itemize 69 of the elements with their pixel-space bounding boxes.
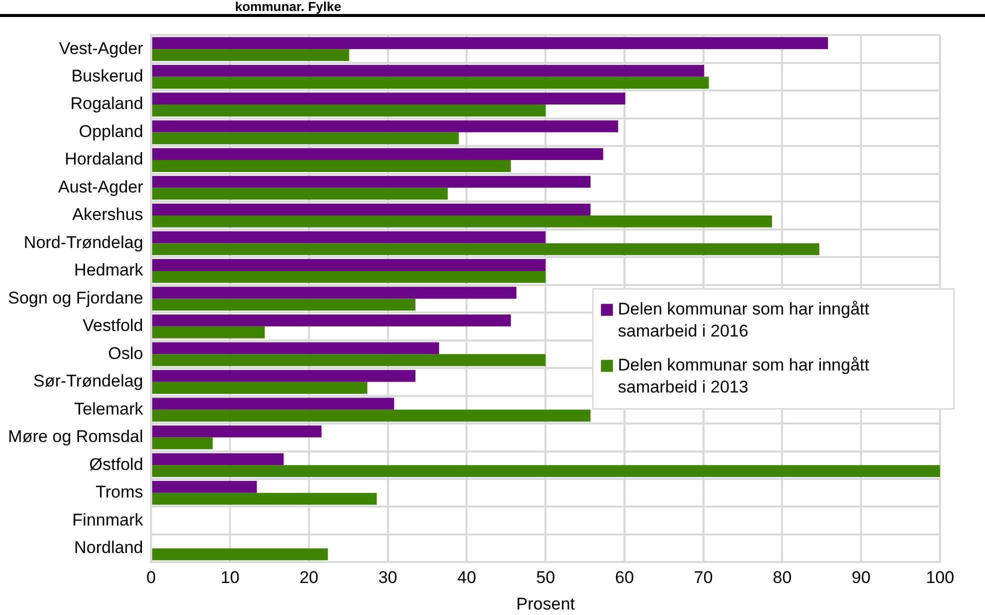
y-tick-label: Vestfold — [82, 316, 144, 336]
x-axis-title: Prosent — [516, 594, 576, 614]
y-tick-label: Vest-Agder — [59, 38, 144, 58]
bar — [152, 176, 591, 188]
y-tick-label: Nordland — [74, 538, 144, 558]
bar — [152, 425, 322, 438]
bar — [152, 492, 377, 505]
y-tick-label: Troms — [96, 482, 144, 502]
y-tick-label: Sogn og Fjordane — [8, 288, 144, 308]
bar — [152, 437, 213, 450]
bar — [152, 398, 394, 410]
bar — [152, 370, 416, 382]
bar — [152, 132, 459, 144]
bar — [152, 92, 626, 105]
y-tick-label: Aust-Agder — [58, 177, 144, 196]
y-tick-label: Sør-Trøndelag — [33, 372, 144, 391]
x-tick-label: 80 — [772, 568, 792, 588]
y-tick-label: Oppland — [78, 122, 144, 141]
bar — [152, 480, 257, 493]
bar — [152, 215, 772, 228]
bar — [152, 286, 516, 299]
x-tick-label: 0 — [146, 568, 156, 588]
bar — [152, 120, 618, 132]
bar — [152, 548, 328, 560]
bar — [152, 314, 511, 326]
bar — [152, 465, 940, 478]
x-tick-label: 70 — [694, 568, 713, 588]
bar — [152, 243, 820, 256]
bar — [152, 188, 448, 200]
bar — [152, 204, 591, 216]
bar — [152, 259, 546, 271]
y-tick-label: Finnmark — [72, 510, 144, 530]
x-tick-label: 90 — [852, 568, 871, 588]
bar — [152, 37, 828, 50]
bar — [152, 326, 265, 338]
x-tick-label: 40 — [457, 568, 476, 588]
x-tick-label: 20 — [299, 568, 318, 588]
y-tick-label: Hedmark — [74, 260, 144, 280]
chart-title: kommunar. Fylke — [0, 0, 985, 17]
x-tick-label: 10 — [220, 568, 240, 588]
y-tick-label: Oslo — [108, 344, 144, 363]
bar — [152, 342, 440, 354]
bar — [152, 382, 368, 394]
bar — [152, 49, 350, 61]
x-tick-label: 100 — [926, 568, 954, 588]
y-tick-label: Buskerud — [71, 66, 144, 86]
bar — [152, 453, 284, 466]
bar — [152, 76, 709, 89]
bar — [152, 160, 511, 172]
x-tick-label: 30 — [378, 568, 398, 588]
y-tick-label: Nord-Trøndelag — [24, 232, 144, 252]
x-tick-label: 50 — [536, 568, 556, 588]
y-tick-label: Rogaland — [70, 94, 144, 114]
x-tick-label: 60 — [615, 568, 634, 588]
bar — [152, 64, 704, 77]
legend-label: Delen kommunar som har inngått samarbeid i 2016 — [618, 300, 870, 341]
bar — [152, 298, 416, 311]
y-tick-label: Møre og Romsdal — [8, 427, 144, 446]
bar — [152, 231, 546, 244]
y-tick-label: Hordaland — [64, 150, 144, 169]
y-tick-label: Akershus — [72, 205, 144, 224]
legend-label: Delen kommunar som har inngått samarbeid i 2013 — [618, 356, 870, 397]
y-tick-label: Telemark — [74, 399, 144, 418]
bar — [152, 270, 546, 283]
bar — [152, 104, 546, 116]
y-tick-label: Østfold — [89, 454, 144, 474]
bar — [152, 354, 546, 366]
bar — [152, 148, 604, 160]
bar — [152, 410, 591, 422]
